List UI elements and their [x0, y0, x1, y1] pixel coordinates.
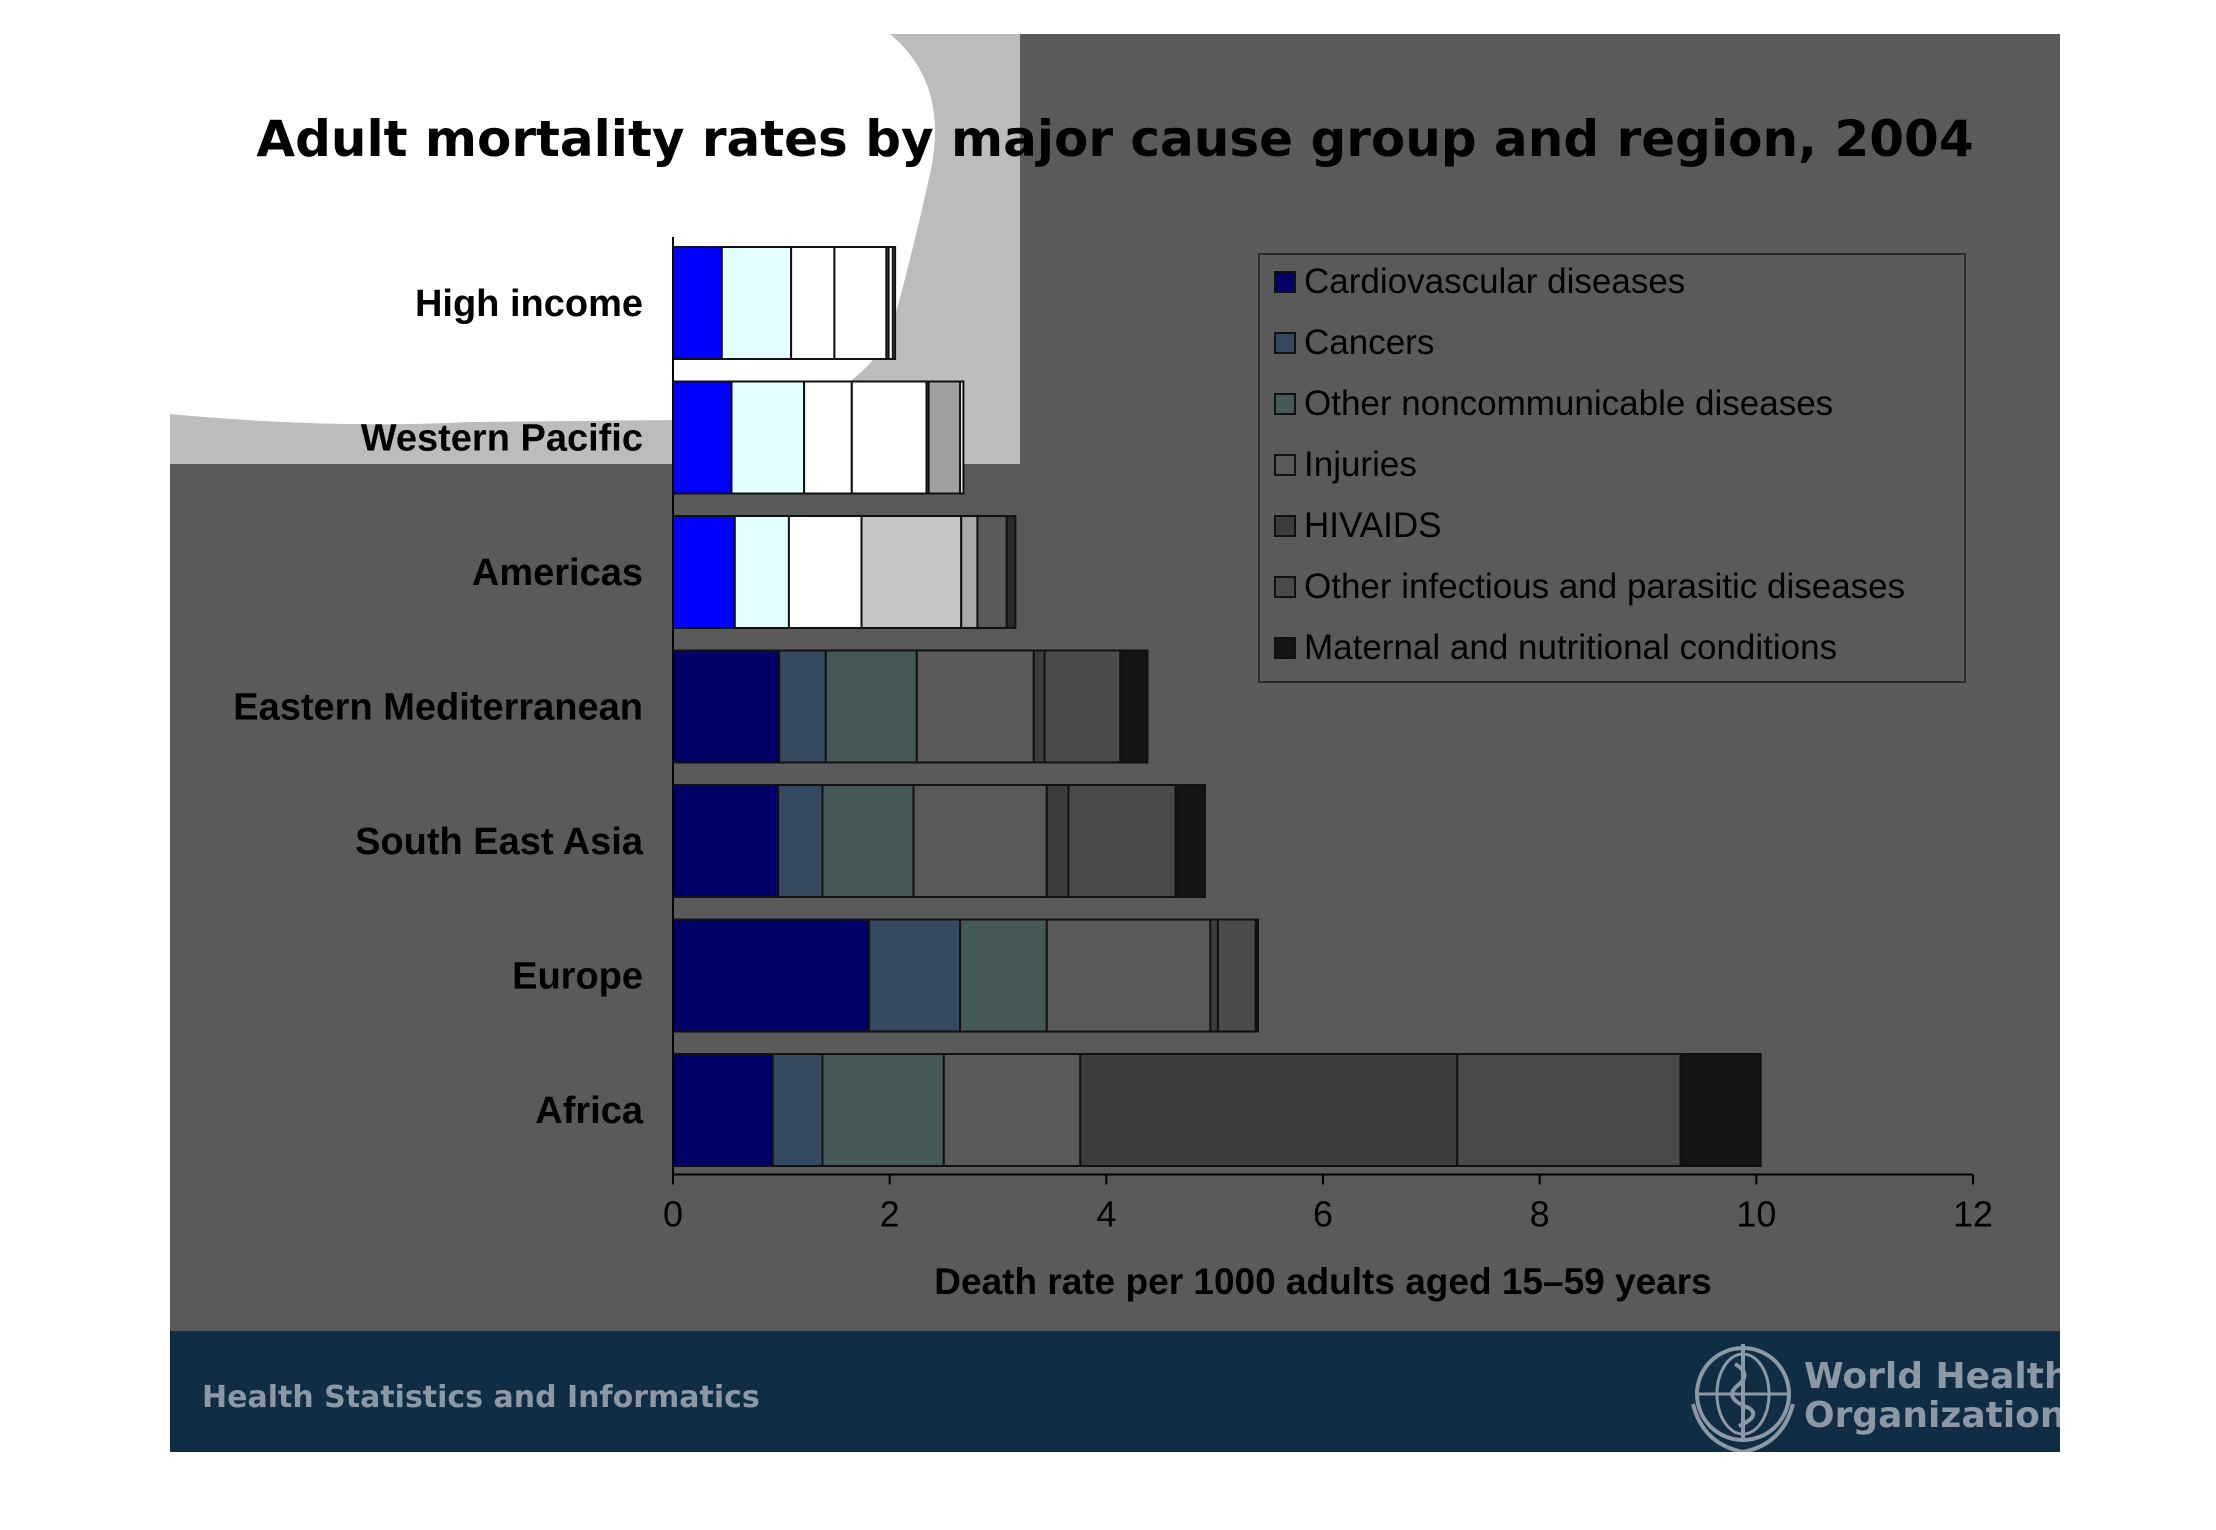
bar-segment — [1045, 784, 1070, 898]
bar-segment — [959, 380, 965, 495]
bar-segment — [850, 380, 928, 495]
bar-segment — [790, 246, 836, 360]
bar-segment — [1045, 918, 1212, 1033]
bar-segment — [730, 380, 806, 495]
slide: Adult mortality rates by major cause gro… — [170, 34, 2060, 1452]
bar-segment — [672, 1053, 774, 1167]
legend-swatch — [1274, 637, 1296, 659]
bar-segment — [1216, 918, 1257, 1033]
bar-segment — [821, 1053, 945, 1167]
legend-label: Maternal and nutritional conditions — [1304, 628, 1837, 667]
x-tick-label: 8 — [1530, 1194, 1550, 1235]
who-name-line2: Organization — [1804, 1395, 2060, 1436]
x-axis: 0 2 4 6 8 10 12 — [663, 237, 1993, 1235]
bar-segment — [1119, 649, 1149, 764]
footer-band: Health Statistics and Informatics World … — [170, 1331, 2060, 1452]
legend-swatch — [1274, 454, 1296, 476]
region-label: South East Asia — [355, 821, 644, 863]
bar-segment — [821, 784, 915, 898]
bar-segment — [833, 246, 888, 360]
x-tick-label: 10 — [1736, 1194, 1776, 1235]
legend-swatch — [1274, 271, 1296, 293]
x-axis-title: Death rate per 1000 adults aged 15–59 ye… — [934, 1261, 1711, 1302]
legend-swatch — [1274, 576, 1296, 598]
legend-label: Injuries — [1304, 445, 1417, 484]
bar-segment — [915, 649, 1035, 764]
region-label: Eastern Mediterranean — [233, 687, 643, 729]
bar-segment — [927, 380, 962, 495]
legend-items: Cardiovascular diseases Cancers Other nonc… — [1274, 262, 1905, 667]
bar-segment — [860, 515, 963, 629]
bar-segment — [912, 784, 1048, 898]
legend-label: Cancers — [1304, 323, 1434, 362]
bar-segment — [778, 649, 827, 764]
bar-segment — [1209, 918, 1219, 1033]
legend-label: HIVAIDS — [1304, 506, 1441, 545]
bar-segment — [1043, 649, 1122, 764]
bar-segment — [942, 1053, 1082, 1167]
bar-segment — [672, 246, 723, 360]
bars-layer — [672, 246, 1762, 1167]
region-label: Western Pacific — [361, 418, 643, 460]
chart: Adult mortality rates by major cause gro… — [170, 34, 2060, 1452]
legend-box — [1258, 253, 1966, 683]
bar-segment — [824, 649, 918, 764]
legend-swatch — [1274, 393, 1296, 415]
bar-segment — [1032, 649, 1046, 764]
bar-segment — [771, 1053, 824, 1167]
who-emblem-icon — [1691, 1344, 1795, 1452]
bar-segment — [803, 380, 853, 495]
region-labels: High income Western Pacific Americas Easter… — [233, 283, 644, 1132]
x-tick-label: 0 — [663, 1194, 683, 1235]
x-tick-label: 2 — [880, 1194, 900, 1235]
x-tick-label: 4 — [1096, 1194, 1116, 1235]
footer-left-text: Health Statistics and Informatics — [202, 1380, 760, 1415]
bar-segment — [672, 380, 733, 495]
legend-label: Cardiovascular diseases — [1304, 262, 1685, 301]
legend: Cardiovascular diseases Cancers Other nonc… — [1258, 253, 1966, 683]
region-label: High income — [415, 283, 643, 325]
bar-segment — [1067, 784, 1177, 898]
bar-segment — [777, 784, 824, 898]
bar-segment — [1005, 515, 1017, 629]
bar-segment — [1456, 1053, 1682, 1167]
bar-segment — [976, 515, 1008, 629]
bar-segment — [959, 918, 1048, 1033]
x-tick-label: 6 — [1313, 1194, 1333, 1235]
bar-segment — [891, 246, 897, 360]
bar-segment — [868, 918, 962, 1033]
legend-label: Other noncommunicable diseases — [1304, 384, 1833, 423]
bar-segment — [672, 918, 871, 1033]
legend-swatch — [1274, 515, 1296, 537]
region-label: Africa — [535, 1090, 644, 1132]
bar-segment — [960, 515, 979, 629]
bar-segment — [1079, 1053, 1459, 1167]
x-tick-label: 12 — [1953, 1194, 1993, 1235]
region-label: Europe — [512, 956, 643, 998]
bar-segment — [672, 784, 780, 898]
bar-segment — [1679, 1053, 1762, 1167]
chart-title: Adult mortality rates by major cause gro… — [256, 110, 1973, 168]
bar-segment — [720, 246, 793, 360]
bar-segment — [672, 649, 781, 764]
bar-segment — [672, 515, 736, 629]
bar-segment — [733, 515, 790, 629]
who-name-line1: World Health — [1804, 1356, 2060, 1397]
legend-label: Other infectious and parasitic diseases — [1304, 567, 1905, 606]
bar-segment — [1254, 918, 1260, 1033]
region-label: Americas — [472, 552, 643, 594]
bar-segment — [1174, 784, 1206, 898]
bar-segment — [787, 515, 863, 629]
legend-swatch — [1274, 332, 1296, 354]
